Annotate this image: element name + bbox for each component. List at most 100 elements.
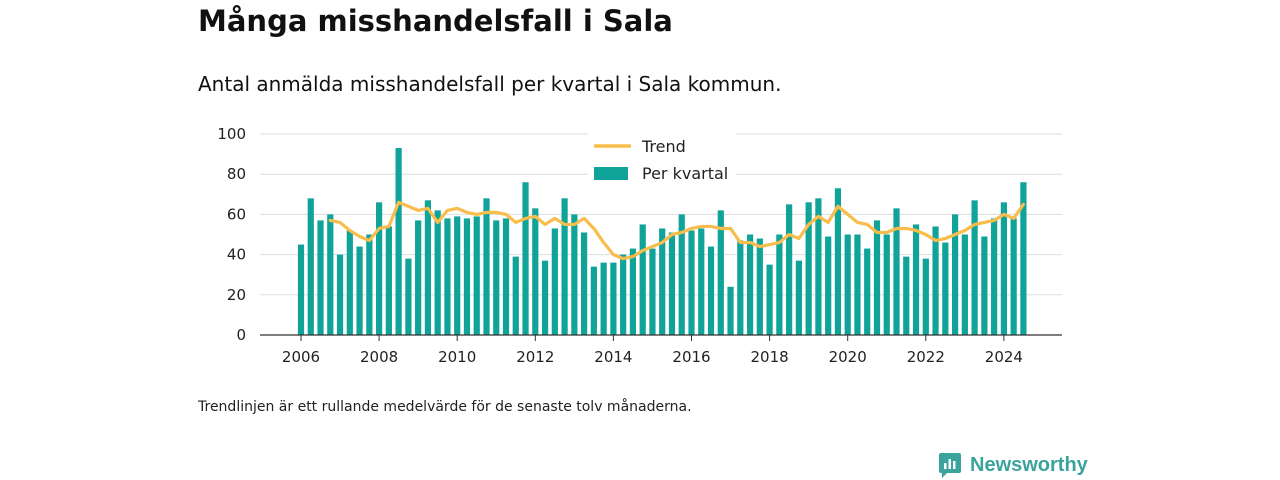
y-tick-label: 100 [217, 125, 246, 143]
bar [912, 224, 920, 335]
bar [971, 200, 978, 335]
bar [844, 234, 851, 335]
bar [532, 208, 539, 335]
x-tick-label: 2024 [985, 348, 1023, 366]
bar [737, 240, 744, 335]
bar [590, 266, 597, 335]
axis-layer: 0 20 40 60 80 100 2006 2008 2010 2012 2014 2016 2018… [217, 125, 1062, 366]
bar [727, 286, 734, 335]
x-tick-label: 2014 [594, 348, 632, 366]
bar [981, 236, 988, 335]
bar [327, 214, 334, 335]
bar [678, 214, 685, 335]
bar [522, 182, 529, 335]
bar [883, 234, 890, 335]
bar [786, 204, 793, 335]
x-tick-label: 2022 [907, 348, 945, 366]
footnote: Trendlinjen är ett rullande medelvärde f… [198, 399, 692, 415]
x-tick-label: 2008 [360, 348, 398, 366]
bar [385, 226, 392, 335]
bar [512, 256, 519, 335]
bar [346, 230, 353, 335]
bar [688, 230, 695, 335]
bar [795, 260, 802, 335]
bar [356, 246, 363, 335]
bar [815, 198, 822, 335]
bar [444, 218, 451, 335]
bar [864, 248, 871, 335]
bar [424, 200, 432, 335]
bar [463, 218, 471, 335]
bar [317, 220, 324, 335]
bar [571, 214, 578, 335]
bar [297, 244, 305, 335]
bar [581, 232, 588, 335]
bar [805, 202, 812, 335]
bar [659, 228, 666, 335]
bar [668, 232, 676, 335]
bar [405, 258, 412, 335]
bar [415, 220, 422, 335]
bar [698, 228, 705, 335]
bar [766, 264, 773, 335]
bar [561, 198, 568, 335]
chart-svg: 0 20 40 60 80 100 2006 2008 2010 2012 2014 2016 2018… [217, 125, 1062, 366]
bar [473, 216, 480, 335]
bar [502, 218, 510, 335]
bar [551, 228, 558, 335]
y-tick-label: 60 [227, 205, 246, 223]
newsworthy-icon [939, 453, 961, 478]
bar [717, 210, 724, 335]
bar [1010, 218, 1017, 335]
bar [483, 198, 490, 335]
y-tick-label: 80 [227, 165, 246, 183]
bar [541, 260, 549, 335]
y-tick-label: 40 [227, 246, 246, 264]
x-tick-label: 2012 [516, 348, 554, 366]
bar [639, 224, 646, 335]
bar [707, 246, 715, 335]
legend-bar-swatch [594, 167, 628, 180]
bar-layer [297, 148, 1027, 335]
bar [991, 218, 998, 335]
bar [746, 234, 754, 335]
x-tick-label: 2020 [829, 348, 867, 366]
legend-bar-label: Per kvartal [642, 164, 728, 183]
bar [434, 210, 441, 335]
bar [629, 248, 637, 335]
bar [932, 226, 939, 335]
x-tick-label: 2010 [438, 348, 476, 366]
bar [942, 242, 949, 335]
bar [893, 208, 900, 335]
bar [922, 258, 929, 335]
chart-subtitle: Antal anmälda misshandelsfall per kvarta… [198, 72, 782, 96]
chart-title: Många misshandelsfall i Sala [198, 4, 673, 38]
bar [395, 148, 402, 335]
bar [834, 188, 842, 335]
legend-trend-label: Trend [641, 137, 686, 156]
bar [376, 202, 383, 335]
bar [776, 234, 783, 335]
bar [336, 254, 344, 335]
x-tick-label: 2016 [672, 348, 710, 366]
bar [620, 254, 627, 335]
bar [610, 262, 617, 335]
bar [493, 220, 500, 335]
bar [600, 262, 607, 335]
bar [825, 236, 832, 335]
y-tick-label: 0 [236, 326, 246, 344]
bar [1000, 202, 1007, 335]
bar [873, 220, 881, 335]
trend-layer [328, 200, 1026, 261]
bar [366, 234, 373, 335]
bar [903, 256, 910, 335]
bar [649, 248, 656, 335]
trend-line [328, 200, 1026, 261]
y-tick-label: 20 [227, 286, 246, 304]
bar [961, 234, 968, 335]
x-tick-label: 2006 [282, 348, 320, 366]
newsworthy-logo[interactable]: Newsworthy [938, 450, 1088, 480]
brand-name: Newsworthy [970, 453, 1088, 476]
bar [854, 234, 861, 335]
bar [951, 214, 959, 335]
